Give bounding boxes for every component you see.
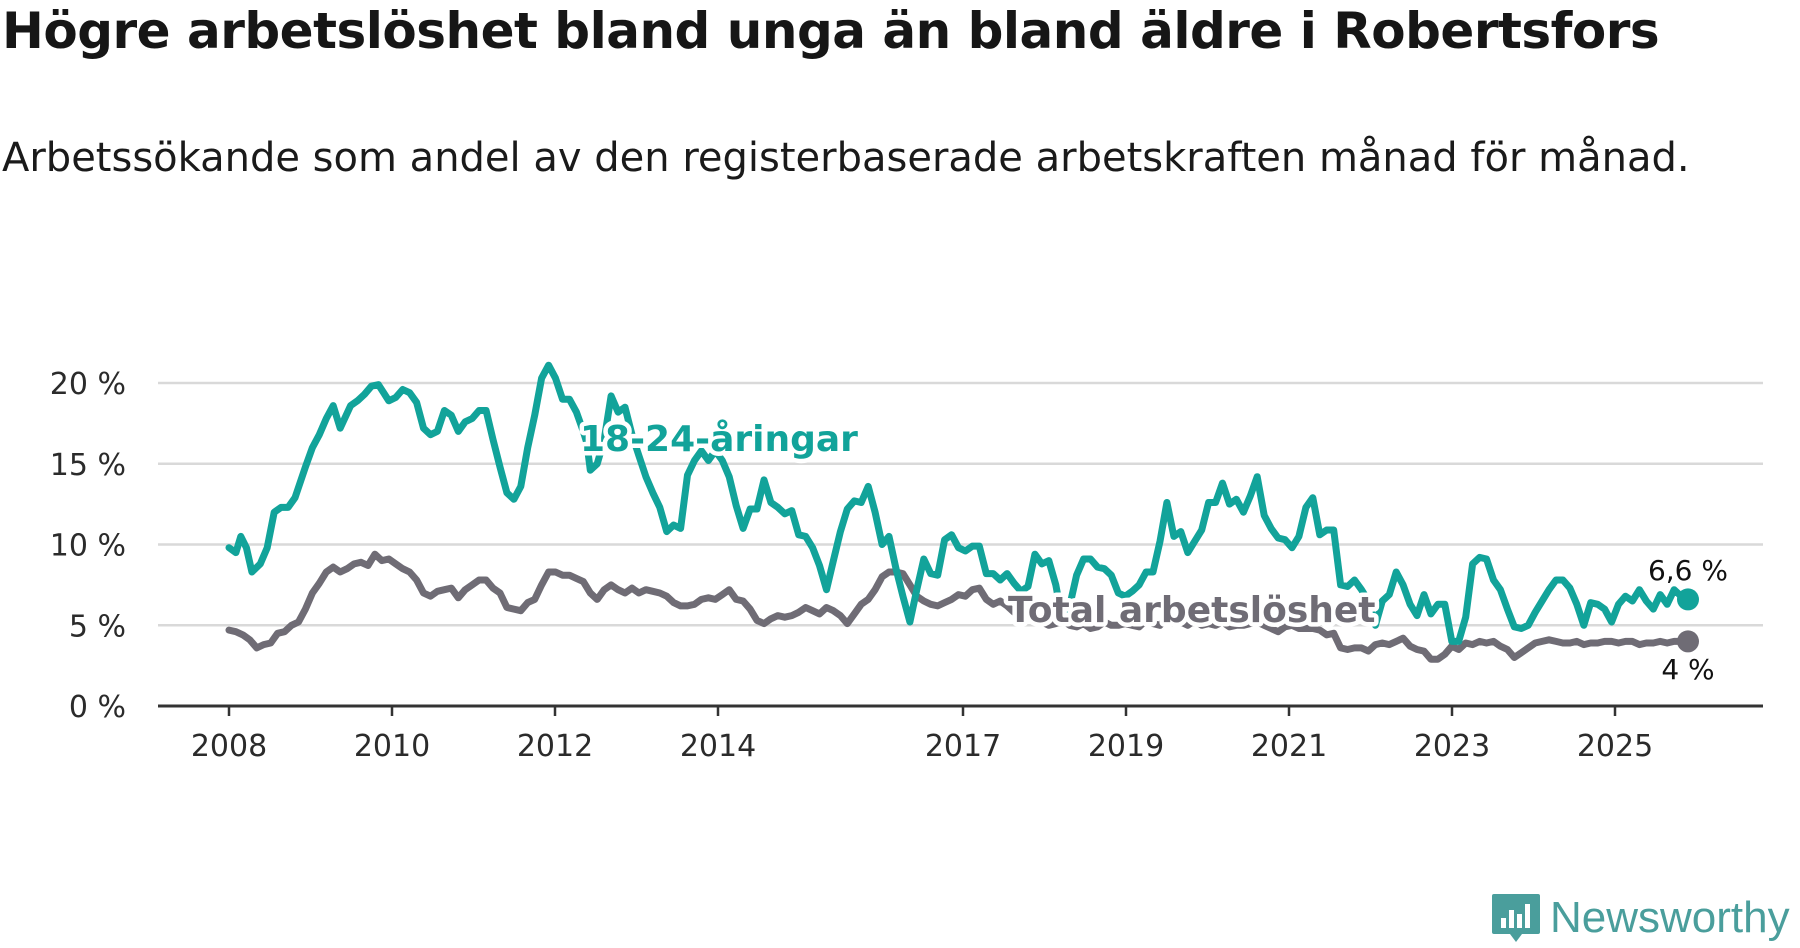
x-tick-label: 2014: [680, 729, 756, 764]
series-line-youth: [225, 361, 1692, 645]
x-tick-label: 2021: [1251, 729, 1327, 764]
brand-name: Newsworthy: [1550, 893, 1790, 942]
y-tick-label: 0 %: [69, 690, 126, 725]
end-point-youth: [1677, 588, 1699, 611]
series-label-total: Total arbetslöshet: [1008, 590, 1376, 631]
end-point-total: [1677, 630, 1699, 653]
newsworthy-logo-icon: [1492, 894, 1540, 942]
series-label-youth: 18-24-åringar: [580, 419, 858, 460]
x-tick-label: 2008: [191, 729, 267, 764]
y-tick-label: 10 %: [50, 529, 126, 564]
end-label-youth: 6,6 %: [1648, 554, 1728, 587]
y-tick-label: 20 %: [50, 367, 126, 402]
x-tick-label: 2023: [1414, 729, 1490, 764]
x-tick-label: 2010: [354, 729, 430, 764]
newsworthy-logo: Newsworthy: [1492, 888, 1790, 948]
x-tick-label: 2025: [1577, 729, 1653, 764]
y-tick-label: 15 %: [50, 448, 126, 483]
y-tick-label: 5 %: [69, 609, 126, 644]
x-tick-label: 2019: [1088, 729, 1164, 764]
chart-title: Högre arbetslöshet bland unga än bland ä…: [2, 2, 1660, 60]
series-line-total: [225, 550, 1692, 663]
series-lines: [225, 361, 1699, 663]
x-tick-label: 2017: [925, 729, 1001, 764]
x-tick-label: 2012: [517, 729, 593, 764]
series-labels: 18-24-åringar Total arbetslöshet 6,6 % 4 %: [576, 415, 1732, 690]
chart-subtitle: Arbetssökande som andel av den registerb…: [2, 135, 1690, 181]
grid-lines: [158, 381, 1763, 627]
y-axis: 0 % 5 % 10 % 15 % 20 %: [50, 367, 126, 725]
x-axis: 2008 2010 2012 2014 2017 2019 2021 2023 2025: [158, 704, 1763, 764]
end-label-total: 4 %: [1661, 653, 1714, 686]
